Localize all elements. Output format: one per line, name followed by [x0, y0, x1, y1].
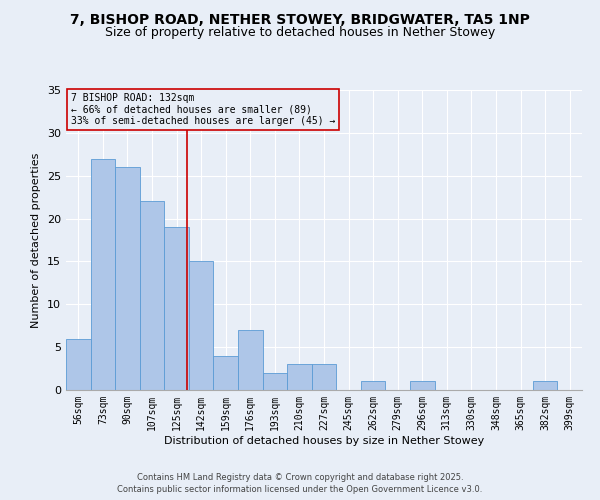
Bar — [238, 330, 263, 390]
Bar — [410, 382, 434, 390]
Text: Contains public sector information licensed under the Open Government Licence v3: Contains public sector information licen… — [118, 485, 482, 494]
Bar — [361, 382, 385, 390]
Text: 7 BISHOP ROAD: 132sqm
← 66% of detached houses are smaller (89)
33% of semi-deta: 7 BISHOP ROAD: 132sqm ← 66% of detached … — [71, 93, 335, 126]
Bar — [287, 364, 312, 390]
Text: Contains HM Land Registry data © Crown copyright and database right 2025.: Contains HM Land Registry data © Crown c… — [137, 472, 463, 482]
Bar — [533, 382, 557, 390]
Text: Size of property relative to detached houses in Nether Stowey: Size of property relative to detached ho… — [105, 26, 495, 39]
Bar — [263, 373, 287, 390]
Text: 7, BISHOP ROAD, NETHER STOWEY, BRIDGWATER, TA5 1NP: 7, BISHOP ROAD, NETHER STOWEY, BRIDGWATE… — [70, 12, 530, 26]
Bar — [140, 202, 164, 390]
Bar — [115, 167, 140, 390]
Y-axis label: Number of detached properties: Number of detached properties — [31, 152, 41, 328]
Bar — [66, 338, 91, 390]
Bar — [214, 356, 238, 390]
Bar — [312, 364, 336, 390]
Bar — [189, 262, 214, 390]
Bar — [91, 158, 115, 390]
X-axis label: Distribution of detached houses by size in Nether Stowey: Distribution of detached houses by size … — [164, 436, 484, 446]
Bar — [164, 227, 189, 390]
